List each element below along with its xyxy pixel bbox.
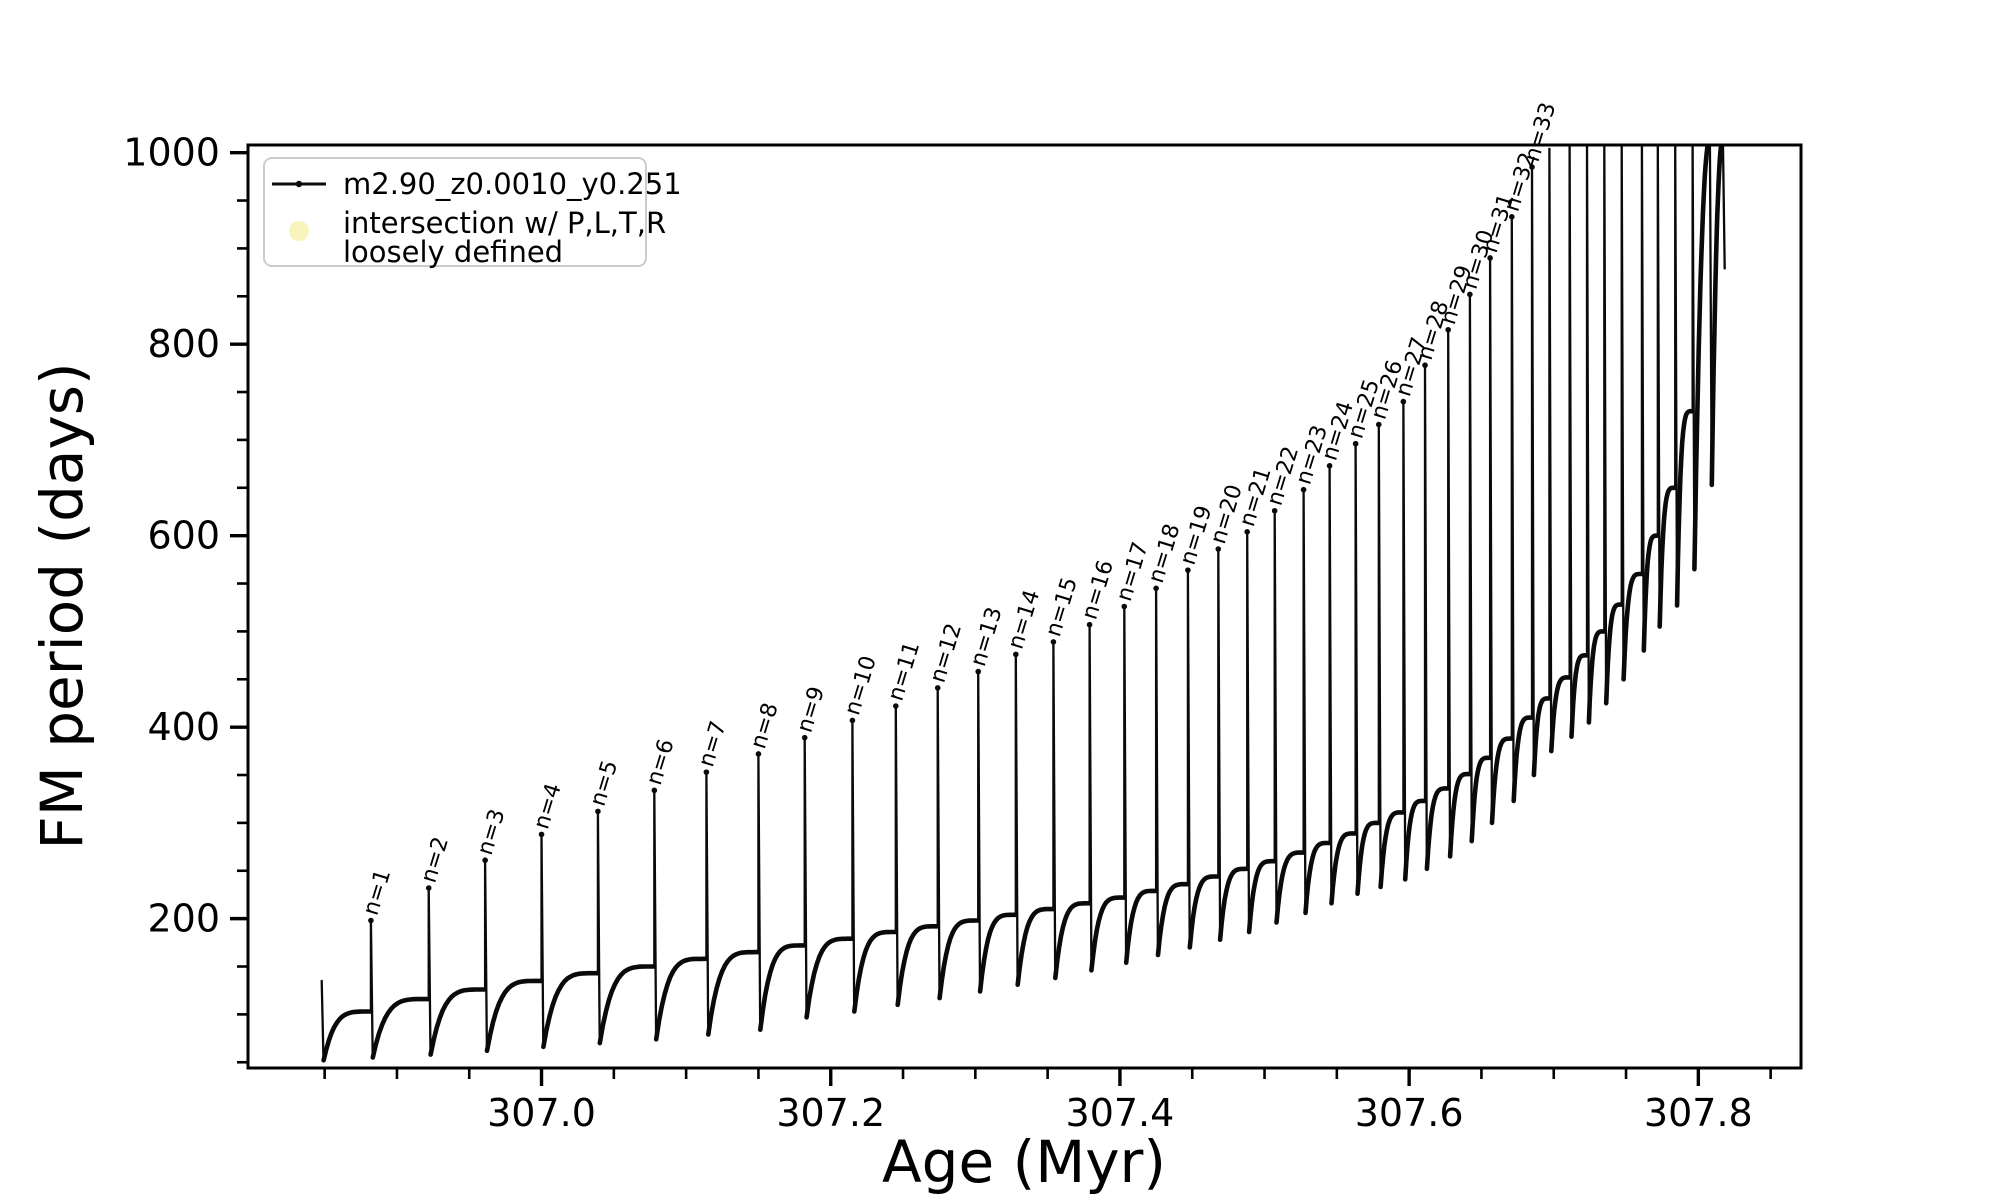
legend-entry-intersection-line2: loosely defined <box>343 235 563 269</box>
x-tick-label: 307.8 <box>1644 1091 1753 1135</box>
spike-peak-dot <box>975 668 982 675</box>
x-tick-label: 307.4 <box>1066 1091 1175 1135</box>
spike-peak-dot <box>1529 164 1535 170</box>
x-axis-label: Age (Myr) <box>882 1128 1166 1196</box>
spike-peak-dot <box>1086 621 1093 628</box>
spike-peak-dot <box>1153 585 1159 592</box>
x-tick-label: 307.2 <box>776 1091 885 1135</box>
spike-peak-dot <box>1375 421 1382 428</box>
spike-peak-dot <box>1467 291 1473 298</box>
spike-peak-dot <box>595 808 601 815</box>
y-tick-label: 1000 <box>123 131 220 175</box>
y-tick-label: 800 <box>147 322 220 366</box>
spike-peak-dot <box>368 917 374 924</box>
spike-peak-dot <box>1400 398 1407 405</box>
y-tick-label: 400 <box>147 705 220 749</box>
axes-spines <box>246 143 1803 1070</box>
y-axis-label: FM period (days) <box>28 362 96 849</box>
spike-peak-dot <box>801 734 808 741</box>
legend-entry-intersection-line1: intersection w/ P,L,T,R <box>343 206 666 240</box>
legend-box <box>263 157 647 267</box>
spike-peak-dot <box>651 787 658 794</box>
spike-peak-dot <box>934 685 941 691</box>
spike-peak-dot <box>703 769 710 775</box>
spike-peak-dot <box>849 717 856 724</box>
spike-peak-dot <box>425 885 432 891</box>
spike-peak-dot <box>1215 546 1222 552</box>
spike-peak-dot <box>482 857 488 864</box>
tick-labels: 307.0 307.2 307.4 307.6 307.8 200 400 600 800 100… <box>123 131 1752 1135</box>
spike-peak-dot <box>1185 567 1191 573</box>
plot-area <box>248 145 1801 1068</box>
spike-peak-dot <box>1271 507 1278 514</box>
legend-intersection-marker-icon <box>289 221 309 241</box>
x-tick-label: 307.0 <box>487 1091 596 1135</box>
spike-peak-dot <box>1422 362 1428 369</box>
spike-peak-dot <box>1326 462 1333 469</box>
spike-peak-dot <box>1013 651 1019 658</box>
spike-peak-dot <box>1445 326 1451 333</box>
spike-peak-dot <box>1050 639 1057 645</box>
minor-ticks <box>237 199 1772 1079</box>
y-tick-label: 600 <box>147 514 220 558</box>
legend-line-dot-icon <box>295 180 303 188</box>
spike-peak-dot <box>1509 214 1515 220</box>
legend: m2.90_z0.0010_y0.251 intersection w/ P,L… <box>263 157 682 269</box>
series-baseline-path <box>321 145 1724 1063</box>
major-ticks <box>230 150 1701 1086</box>
spike-peak-dot <box>755 751 762 757</box>
spike-peak-dot <box>538 831 545 838</box>
spike-peak-dot <box>893 703 899 709</box>
legend-entry-series-label: m2.90_z0.0010_y0.251 <box>343 167 682 201</box>
spike-peak-dot <box>1121 603 1128 610</box>
series-group <box>320 145 1726 1063</box>
spike-peak-dot <box>1487 255 1493 261</box>
spike-peak-dot <box>1300 486 1307 493</box>
spike-peak-dot <box>1244 529 1250 535</box>
y-tick-label: 200 <box>147 897 220 941</box>
x-tick-label: 307.6 <box>1355 1091 1464 1135</box>
spike-peak-dot <box>1352 440 1359 447</box>
